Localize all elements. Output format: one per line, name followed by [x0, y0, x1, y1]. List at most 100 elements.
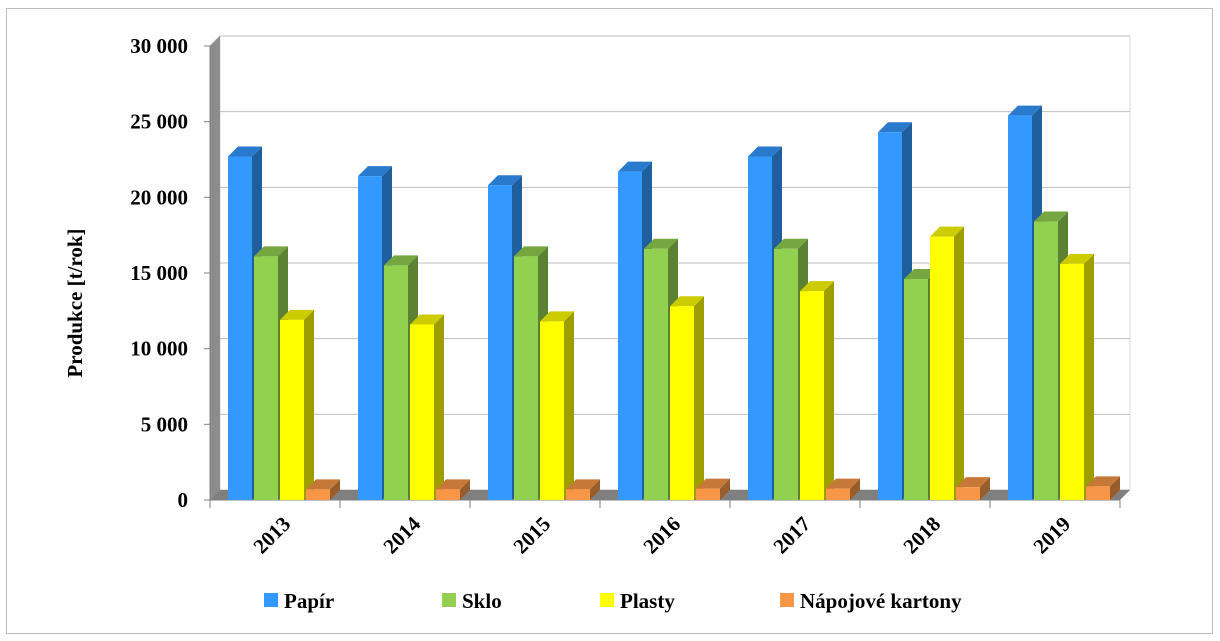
y-axis-title: Produkce [t/rok]	[63, 228, 87, 377]
bar-front	[644, 248, 668, 500]
bar-front	[1008, 115, 1032, 500]
bar-Papír-2016	[618, 161, 652, 500]
bar-front	[488, 185, 512, 500]
bar-top	[670, 296, 704, 307]
bar-front	[878, 132, 902, 500]
bar-side	[590, 479, 600, 500]
legend-label: Plasty	[620, 589, 675, 613]
left-side-wall	[210, 36, 220, 500]
bar-side	[330, 479, 340, 500]
bar-side	[694, 296, 704, 500]
bar-front	[514, 256, 538, 500]
bar-top	[1008, 105, 1042, 116]
bar-side	[434, 314, 444, 500]
bar-Plasty-2016	[670, 296, 704, 500]
bar-front	[956, 487, 980, 500]
bar-front	[566, 489, 590, 500]
bars	[228, 105, 1120, 500]
bar-top	[488, 175, 522, 186]
bar-top	[1060, 253, 1094, 264]
bar-top	[254, 246, 288, 257]
y-tick-label: 15 000	[130, 261, 188, 285]
bar-top	[878, 122, 912, 133]
bar-front	[306, 489, 330, 500]
bar-front	[930, 236, 954, 500]
bar-top	[436, 479, 470, 490]
x-tick-label: 2013	[248, 512, 295, 559]
bar-front	[774, 248, 798, 500]
bar-top	[514, 246, 548, 257]
bar-Nápojové kartony-2013	[306, 479, 340, 500]
legend-swatch	[264, 593, 278, 607]
x-tick-label: 2017	[768, 512, 815, 559]
bar-side	[824, 281, 834, 500]
bar-side	[1084, 253, 1094, 500]
bar-top	[228, 146, 262, 157]
x-tick-label: 2019	[1028, 512, 1075, 559]
bar-Plasty-2019	[1060, 253, 1094, 500]
bar-top	[956, 477, 990, 488]
bar-front	[800, 291, 824, 500]
bar-front	[410, 324, 434, 500]
bar-front	[826, 488, 850, 500]
bar-top	[410, 314, 444, 325]
bar-top	[384, 255, 418, 266]
bar-side	[564, 311, 574, 500]
bar-side	[1110, 476, 1120, 500]
bar-front	[1060, 263, 1084, 500]
bar-side	[954, 226, 964, 500]
legend-label: Papír	[284, 589, 334, 613]
bar-front	[358, 176, 382, 500]
bar-front	[280, 319, 304, 500]
bar-top	[826, 478, 860, 489]
bar-front	[1086, 486, 1110, 500]
bar-Nápojové kartony-2018	[956, 477, 990, 500]
bar-front	[436, 489, 460, 500]
bar-Nápojové kartony-2014	[436, 479, 470, 500]
legend-swatch	[442, 593, 456, 607]
x-tick-label: 2014	[378, 511, 425, 558]
bar-top	[800, 281, 834, 292]
legend-label: Sklo	[462, 589, 502, 613]
y-tick-label: 30 000	[130, 34, 188, 58]
bar-top	[566, 479, 600, 490]
legend-swatch	[780, 593, 794, 607]
bar-front	[670, 306, 694, 500]
y-tick-label: 10 000	[130, 337, 188, 361]
bar-top	[306, 479, 340, 490]
x-tick-label: 2015	[508, 512, 555, 559]
bar-top	[930, 226, 964, 237]
y-tick-label: 25 000	[130, 110, 188, 134]
bar-side	[850, 478, 860, 500]
x-tick-label: 2016	[638, 512, 685, 559]
bar-front	[904, 279, 928, 500]
bar-front	[540, 321, 564, 500]
labels: 0 5 000 10 000 15 000 20 000 25 000 30 000 2013…	[63, 34, 1075, 558]
y-tick-label: 5 000	[141, 412, 188, 436]
bar-top	[540, 311, 574, 322]
bar-Plasty-2014	[410, 314, 444, 500]
bar-front	[228, 156, 252, 500]
bar-Nápojové kartony-2016	[696, 478, 730, 500]
bar-top	[1086, 476, 1120, 487]
bar-top	[1034, 211, 1068, 222]
bar-front	[384, 265, 408, 500]
bar-side	[460, 479, 470, 500]
bar-Nápojové kartony-2017	[826, 478, 860, 500]
bar-front	[696, 488, 720, 500]
y-tick-label: 20 000	[130, 185, 188, 209]
bar-Nápojové kartony-2015	[566, 479, 600, 500]
bar-Plasty-2015	[540, 311, 574, 500]
bar-top	[358, 166, 392, 177]
legend-label: Nápojové kartony	[800, 589, 962, 613]
bar-top	[774, 238, 808, 249]
bar-front	[254, 256, 278, 500]
x-tick-label: 2018	[898, 512, 945, 559]
bar-Plasty-2013	[280, 309, 314, 500]
y-tick-label: 0	[178, 488, 189, 512]
bar-top	[748, 146, 782, 157]
bar-side	[720, 478, 730, 500]
legend: Papír Sklo Plasty Nápojové kartony	[264, 589, 962, 613]
bar-front	[748, 156, 772, 500]
